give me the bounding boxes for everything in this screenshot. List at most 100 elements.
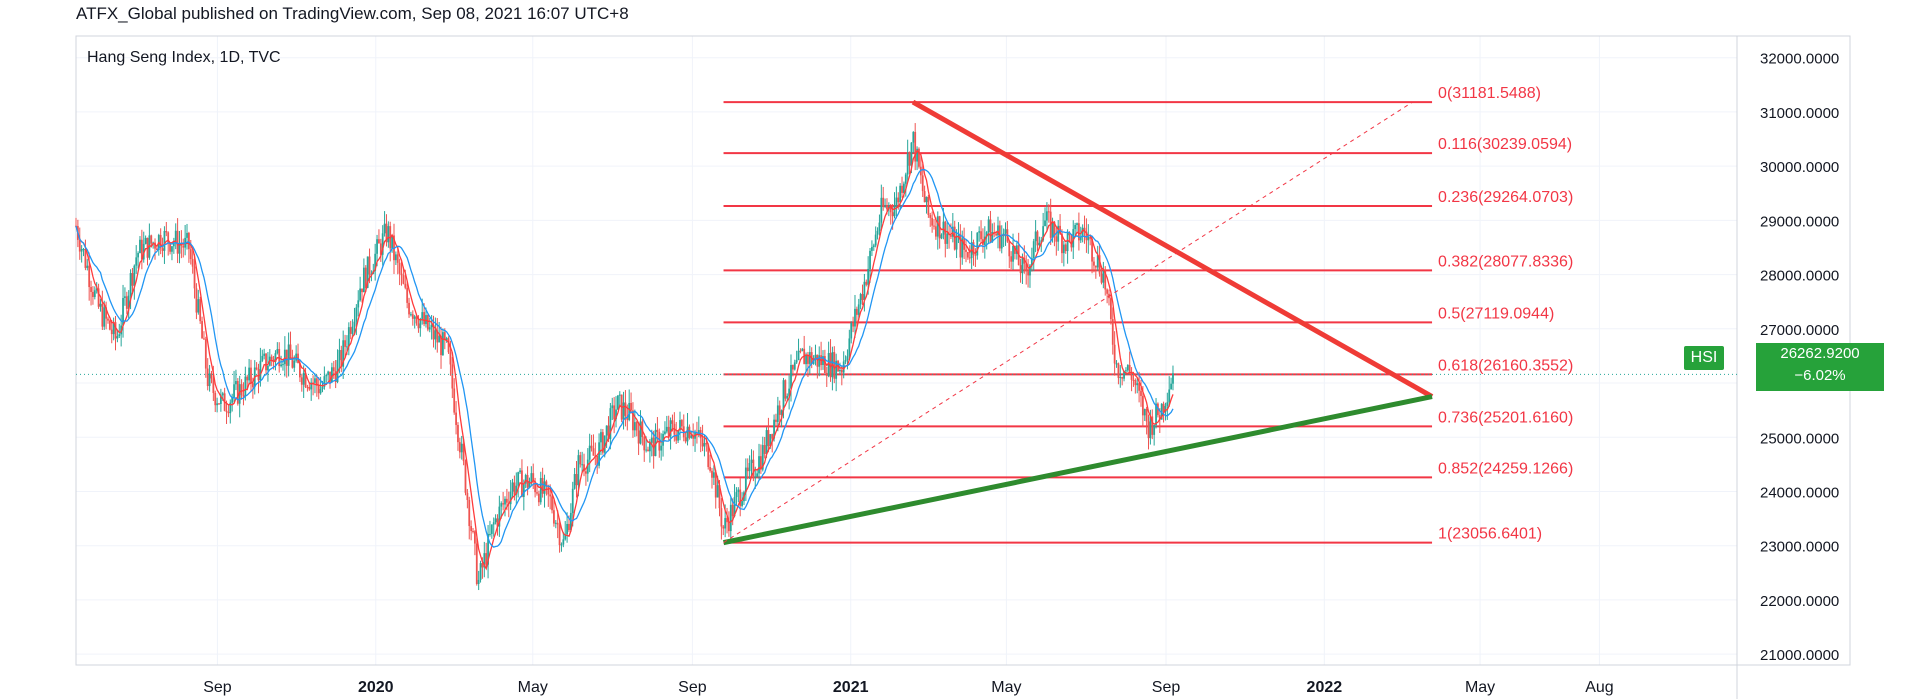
candle-body <box>95 288 98 291</box>
candle-body <box>633 422 636 431</box>
candle-body <box>797 350 800 361</box>
price-axis[interactable]: 32000.0000 31000.0000 30000.0000 29000.0000… <box>1760 51 1839 664</box>
candle-body <box>808 352 811 364</box>
candle-body <box>675 434 678 441</box>
candle-body <box>701 438 704 447</box>
candle-body <box>449 352 452 365</box>
candle-body <box>287 344 290 366</box>
fib-level-label: 0.5(27119.0944) <box>1438 305 1554 322</box>
candle-body <box>882 197 885 207</box>
candle-body <box>219 395 222 404</box>
candle-body <box>346 346 348 348</box>
candle-body <box>1166 402 1169 406</box>
candle-body <box>124 296 126 298</box>
candle-body <box>330 367 333 383</box>
candle-body <box>86 265 89 268</box>
candle-body <box>1055 236 1058 242</box>
candle-body <box>645 449 648 451</box>
candle-body <box>980 231 982 240</box>
candle-body <box>1036 231 1039 246</box>
candle-body <box>884 205 886 207</box>
candle-body <box>788 388 791 396</box>
candle-body <box>302 372 305 385</box>
candle-body <box>553 510 555 524</box>
candle-body <box>1019 265 1022 274</box>
candle-body <box>451 364 454 389</box>
candle-body <box>648 442 651 452</box>
candle-body <box>1106 289 1109 294</box>
candle-body <box>995 233 998 236</box>
candle-body <box>874 234 877 246</box>
candle-body <box>1030 258 1033 266</box>
candle-body <box>199 299 202 322</box>
candle-body <box>1004 229 1007 234</box>
candle-body <box>739 489 742 506</box>
candle-body <box>760 456 762 470</box>
candle-body <box>225 410 228 412</box>
candle-body <box>951 226 954 237</box>
candle-body <box>637 430 640 444</box>
candle-body <box>231 396 234 403</box>
candle-body <box>176 230 179 254</box>
candle-body <box>613 405 616 420</box>
candle-body <box>1143 408 1146 416</box>
candle-body <box>415 316 418 324</box>
fibonacci-retracement[interactable]: 0(31181.5488) 0.116(30239.0594) 0.236(2926… <box>723 85 1574 544</box>
fib-level-label: 0.382(28077.8336) <box>1438 253 1573 270</box>
candle-body <box>601 432 604 453</box>
candle-body <box>1153 425 1156 435</box>
candle-body <box>381 233 384 255</box>
candle-body <box>729 504 732 532</box>
candle-body <box>660 445 663 451</box>
candle-body <box>204 339 207 369</box>
candle-body <box>588 445 591 460</box>
candle-body <box>707 444 710 467</box>
candle-body <box>1117 363 1120 378</box>
candle-body <box>442 332 444 356</box>
candle-body <box>950 235 952 237</box>
candle-body <box>807 354 809 364</box>
candle-body <box>778 405 781 415</box>
candle-body <box>603 435 606 453</box>
candle-body <box>551 496 553 511</box>
candle-body <box>171 246 173 252</box>
candle-body <box>340 350 343 367</box>
candle-body <box>327 371 330 376</box>
candle-body <box>385 223 388 243</box>
price-tick-label: 27000.0000 <box>1760 322 1839 339</box>
candle-body <box>310 382 313 390</box>
candle-body <box>505 498 508 503</box>
candle-body <box>1087 237 1090 241</box>
candle-body <box>498 506 501 527</box>
candle-body <box>679 420 681 431</box>
candle-body <box>543 481 546 494</box>
candle-body <box>492 522 495 525</box>
candle-body <box>127 295 130 309</box>
candle-body <box>502 503 505 505</box>
candle-body <box>769 434 772 447</box>
time-axis[interactable]: Sep 2020 May Sep 2021 May Sep 2022 May Aug <box>203 679 1613 696</box>
candle-body <box>304 372 307 387</box>
candle-body <box>410 314 412 316</box>
candle-body <box>210 373 213 379</box>
trendlines[interactable] <box>723 99 1434 546</box>
candle-body <box>400 273 403 276</box>
candle-body <box>1015 245 1018 254</box>
candle-body <box>314 378 316 383</box>
candle-body <box>901 185 903 193</box>
candle-body <box>795 360 798 363</box>
candle-body <box>361 288 363 293</box>
time-tick-label: Sep <box>678 679 707 696</box>
candle-body <box>1053 221 1056 237</box>
candle-body <box>921 175 924 192</box>
candle-body <box>628 402 631 420</box>
candle-body <box>791 364 794 370</box>
candle-body <box>299 363 301 378</box>
candle-body <box>208 373 211 387</box>
candle-body <box>731 504 734 517</box>
candle-body <box>758 456 760 474</box>
candle-body <box>630 402 632 411</box>
candle-body <box>618 394 621 396</box>
candle-body <box>172 243 175 247</box>
